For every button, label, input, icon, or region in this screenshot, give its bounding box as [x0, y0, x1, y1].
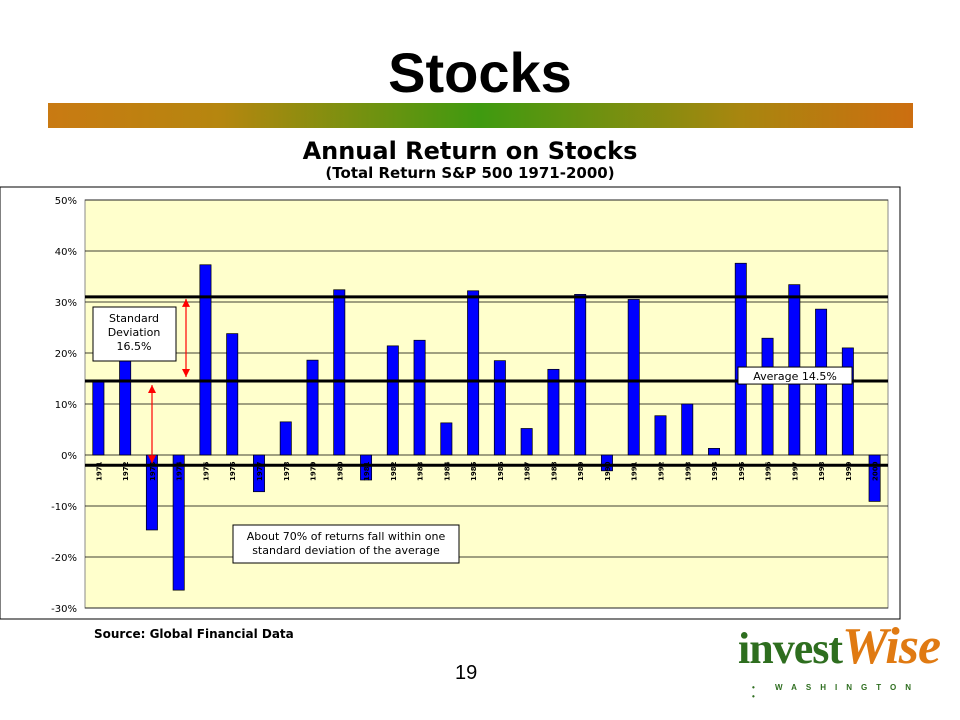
bar	[654, 415, 667, 456]
bar	[199, 264, 212, 456]
x-tick-label: 1986	[497, 461, 505, 481]
x-tick-label: 1998	[818, 461, 826, 481]
x-tick-label: 1991	[631, 461, 639, 481]
bar	[92, 380, 105, 456]
investwise-logo: investWise • WASHINGTON •	[738, 605, 941, 701]
x-tick-label: 1992	[657, 461, 665, 481]
y-tick-label: -10%	[51, 502, 77, 513]
x-tick-label: 1973	[149, 461, 157, 481]
y-tick-label: -20%	[51, 553, 77, 564]
y-tick-label: -30%	[51, 604, 77, 615]
bar	[440, 422, 453, 456]
logo-wordmark: investWise	[738, 617, 941, 676]
y-axis-ticks: -30% -20% -10% 0% 10% 20% 30% 40% 50%	[51, 196, 77, 615]
x-tick-label: 1993	[684, 461, 692, 481]
average-label-box	[737, 366, 853, 385]
chart-subtitle: (Total Return S&P 500 1971-2000)	[325, 164, 615, 182]
source-note: Source: Global Financial Data	[94, 627, 294, 641]
bar	[708, 448, 720, 456]
x-tick-label: 1979	[310, 461, 318, 481]
x-tick-label: 1985	[470, 461, 478, 481]
bar	[413, 339, 426, 456]
x-axis-labels: 1971 1972 1973 1974 1975 1976 1977 1978 1979 1980…	[95, 461, 879, 481]
x-tick-label: 1976	[229, 461, 237, 481]
bar	[226, 333, 239, 456]
y-tick-label: 10%	[55, 400, 77, 411]
x-tick-label: 1989	[577, 461, 585, 481]
y-tick-label: 30%	[55, 298, 77, 309]
logo-tagline: • WASHINGTON •	[752, 683, 920, 701]
bar	[386, 345, 399, 456]
bar	[627, 299, 640, 456]
x-tick-label: 1980	[336, 461, 344, 481]
bar	[841, 347, 854, 456]
bar	[253, 454, 265, 493]
gridlines	[85, 199, 888, 609]
page-number: 19	[455, 662, 478, 684]
x-tick-label: 1997	[791, 461, 799, 481]
bar	[734, 262, 747, 456]
note-text: standard deviation of the average	[252, 544, 440, 557]
x-tick-label: 1996	[765, 461, 773, 481]
bar	[172, 454, 185, 591]
arrow-head	[182, 298, 190, 307]
y-tick-label: 40%	[55, 247, 77, 258]
note-text: About 70% of returns fall within one	[247, 530, 446, 543]
arrow-head	[148, 455, 156, 464]
x-tick-label: 1978	[283, 461, 291, 481]
bar	[119, 358, 132, 456]
bar	[279, 421, 292, 456]
logo-wise: Wise	[842, 618, 941, 675]
x-tick-label: 1984	[443, 461, 451, 481]
logo-invest: invest	[738, 624, 843, 673]
std-dev-label: Standard	[109, 312, 159, 325]
x-tick-label: 1981	[363, 461, 371, 481]
x-tick-label: 1972	[122, 461, 130, 481]
bar	[761, 337, 774, 456]
std-dev-label: Deviation	[108, 326, 161, 339]
std-dev-box	[92, 306, 177, 362]
x-tick-label: 1975	[202, 461, 210, 481]
bar	[467, 290, 480, 456]
x-tick-label: 1971	[95, 461, 103, 481]
x-tick-label: 2000	[872, 461, 880, 481]
x-tick-label: 1999	[845, 461, 853, 481]
bar	[493, 360, 506, 456]
x-tick-label: 1990	[604, 461, 612, 481]
x-tick-label: 1994	[711, 461, 719, 481]
bar	[600, 454, 613, 472]
y-tick-label: 0%	[61, 451, 77, 462]
average-label: Average 14.5%	[753, 370, 837, 383]
x-tick-label: 1988	[550, 461, 558, 481]
y-tick-label: 50%	[55, 196, 77, 207]
y-tick-label: 20%	[55, 349, 77, 360]
bar	[868, 454, 881, 502]
title-divider-bar	[48, 103, 913, 128]
bar	[574, 294, 587, 456]
x-tick-label: 1987	[524, 461, 532, 481]
std-dev-label: 16.5%	[117, 340, 152, 353]
arrow-head	[148, 385, 156, 394]
bar	[547, 368, 560, 456]
x-tick-label: 1983	[417, 461, 425, 481]
bar	[306, 359, 319, 456]
chart-frame	[0, 186, 901, 620]
x-tick-label: 1995	[738, 461, 746, 481]
slide-title: Stocks	[388, 41, 572, 104]
x-tick-label: 1974	[176, 461, 184, 481]
bar	[360, 454, 373, 481]
note-box	[232, 524, 460, 564]
chart-title: Annual Return on Stocks	[302, 137, 638, 165]
bar	[681, 403, 694, 456]
bar	[333, 289, 346, 456]
x-tick-label: 1977	[256, 461, 264, 481]
bar	[520, 428, 533, 456]
x-tick-label: 1982	[390, 461, 398, 481]
arrow-head	[182, 369, 190, 378]
